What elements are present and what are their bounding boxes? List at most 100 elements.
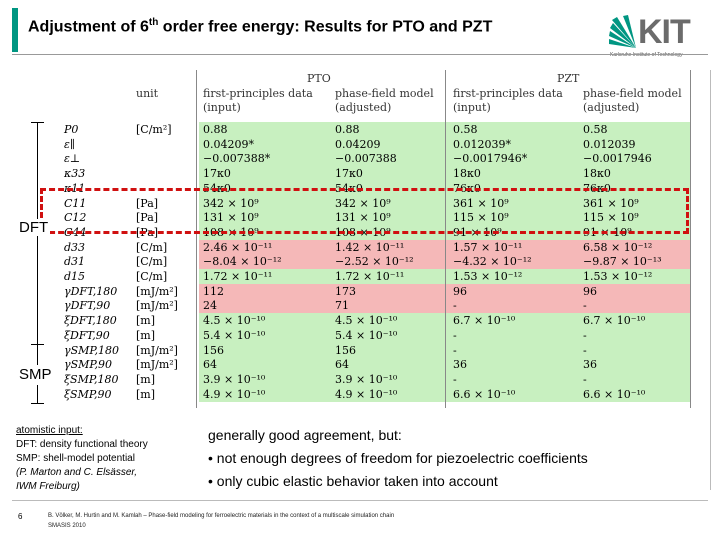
dft-brace-tick xyxy=(31,122,44,123)
table-cell: 361 × 10⁹ xyxy=(583,196,639,210)
summary-bullet: not enough degrees of freedom for piezoe… xyxy=(208,447,588,470)
table-cell: 0.88 xyxy=(335,123,360,136)
table-row-symbol: ξSMP,90 xyxy=(64,387,112,401)
table-row-symbol: C12 xyxy=(64,211,87,225)
table-cell: 342 × 10⁹ xyxy=(335,196,391,210)
table-row-symbol: γDFT,180 xyxy=(64,284,118,298)
table-cell: −2.52 × 10⁻¹² xyxy=(335,255,414,269)
slide-title: Adjustment of 6th order free energy: Res… xyxy=(28,17,493,36)
summary-block: generally good agreement, but: not enoug… xyxy=(208,424,588,493)
table-row-unit: [m] xyxy=(136,372,156,386)
table-cell: 18κ0 xyxy=(453,167,481,181)
table-column-divider xyxy=(196,70,197,408)
table-row-symbol: d33 xyxy=(64,240,86,254)
smp-brace-tick xyxy=(31,403,44,404)
notes-dft: DFT: density functional theory xyxy=(16,439,148,450)
smp-brace-top xyxy=(37,345,38,365)
table-cell: 3.9 × 10⁻¹⁰ xyxy=(203,372,266,386)
table-cell: - xyxy=(453,299,457,313)
table-cell: −0.0017946* xyxy=(453,152,528,166)
table-column-header: phase-field model xyxy=(583,87,682,100)
table-cell: - xyxy=(583,328,587,342)
table-row-unit: [C/m] xyxy=(136,255,168,269)
table-cell: 6.7 × 10⁻¹⁰ xyxy=(453,314,516,328)
table-cell: 1.42 × 10⁻¹¹ xyxy=(335,240,405,254)
table-column-subheader: (input) xyxy=(453,101,491,114)
footer-citation: B. Völker, M. Hurtin and M. Kamlah – Pha… xyxy=(48,511,394,531)
dft-label: DFT xyxy=(17,219,51,236)
table-cell: 6.58 × 10⁻¹² xyxy=(583,240,653,254)
dft-brace-top xyxy=(37,122,38,219)
table-row-unit: [C/m] xyxy=(136,240,168,254)
table-cell: 36 xyxy=(453,358,467,372)
title-accent-bar xyxy=(12,8,18,52)
table-cell: −9.87 × 10⁻¹³ xyxy=(583,255,662,269)
table-column-subheader: (input) xyxy=(203,101,241,114)
table-cell: 6.7 × 10⁻¹⁰ xyxy=(583,314,646,328)
table-cell: 36 xyxy=(583,358,597,372)
table-cell: 24 xyxy=(203,299,217,313)
table-group-header: PZT xyxy=(557,72,580,85)
table-cell: −0.007388* xyxy=(203,152,271,166)
table-row-unit: [m] xyxy=(136,387,156,401)
table-cell: 2.46 × 10⁻¹¹ xyxy=(203,240,273,254)
table-cell: 5.4 × 10⁻¹⁰ xyxy=(203,328,266,342)
table-row-symbol: C11 xyxy=(64,196,87,210)
table-row-symbol: γDFT,90 xyxy=(64,299,111,313)
table-row-symbol: κ33 xyxy=(64,167,86,181)
table-cell: 71 xyxy=(335,299,349,313)
table-row-unit: [mJ/m²] xyxy=(136,299,178,313)
table-cell: 115 × 10⁹ xyxy=(453,211,509,225)
kit-logo-text: KIT xyxy=(638,13,691,51)
table-row-symbol: d15 xyxy=(64,270,86,283)
table-cell: 156 xyxy=(203,343,224,357)
table-row-unit: [mJ/m²] xyxy=(136,284,178,298)
table-cell: 17κ0 xyxy=(203,167,231,181)
results-table: PTO PZT unit first-principles data phase-fie… xyxy=(62,70,694,408)
table-row-symbol: γSMP,90 xyxy=(64,358,113,372)
table-cell: 131 × 10⁹ xyxy=(335,211,391,225)
smp-brace-bottom xyxy=(37,385,38,403)
table-cell: 5.4 × 10⁻¹⁰ xyxy=(335,328,398,342)
table-row-unit: [m] xyxy=(136,328,156,342)
table-cell: 342 × 10⁹ xyxy=(203,196,259,210)
table-cell: −0.0017946 xyxy=(583,152,652,166)
table-column-header: unit xyxy=(136,87,159,100)
table-column-header: phase-field model xyxy=(335,87,434,100)
table-cell: 0.012039* xyxy=(453,137,511,151)
title-divider xyxy=(12,54,708,55)
table-column-subheader: (adjusted) xyxy=(335,101,392,114)
footer-line-1: B. Völker, M. Hurtin and M. Kamlah – Pha… xyxy=(48,513,395,519)
table-row-unit: [m] xyxy=(136,314,156,328)
table-cell: 4.9 × 10⁻¹⁰ xyxy=(335,387,398,401)
table-cell: 64 xyxy=(335,358,349,372)
table-cell: 0.04209* xyxy=(203,137,254,151)
table-cell: 1.57 × 10⁻¹¹ xyxy=(453,240,523,254)
table-cell: −4.32 × 10⁻¹² xyxy=(453,255,532,269)
table-row-symbol: ε∥ xyxy=(64,137,75,151)
table-cell: 4.5 × 10⁻¹⁰ xyxy=(203,314,266,328)
table-cell: 17κ0 xyxy=(335,167,363,181)
right-edge-line xyxy=(710,70,711,490)
table-cell: 96 xyxy=(583,284,597,298)
table-row-symbol: P0 xyxy=(64,123,79,136)
table-cell: 112 xyxy=(203,284,224,298)
table-column-header: first-principles data xyxy=(453,87,563,100)
footer-line-2: SMASIS 2010 xyxy=(48,523,86,529)
notes-credit-1: (P. Marton and C. Elsässer, xyxy=(16,467,137,478)
kit-logo: KIT Karlsruhe Institute of Technology xyxy=(608,14,700,60)
table-cell: 1.53 × 10⁻¹² xyxy=(453,270,523,283)
table-cell: - xyxy=(453,372,457,386)
table-row-unit: [mJ/m²] xyxy=(136,358,178,372)
table-cell: 0.58 xyxy=(453,123,478,136)
dft-smp-separator xyxy=(31,344,44,345)
table-cell: - xyxy=(453,328,457,342)
table-cell: - xyxy=(583,299,587,313)
table-cell: 1.53 × 10⁻¹² xyxy=(583,270,653,283)
table-row-unit: [C/m] xyxy=(136,270,168,283)
table-cell: 6.6 × 10⁻¹⁰ xyxy=(453,387,516,401)
summary-bullet: only cubic elastic behavior taken into a… xyxy=(208,470,588,493)
kit-logo-subtitle: Karlsruhe Institute of Technology xyxy=(610,52,683,58)
footer-divider xyxy=(12,500,708,501)
table-row-symbol: d31 xyxy=(64,255,86,269)
